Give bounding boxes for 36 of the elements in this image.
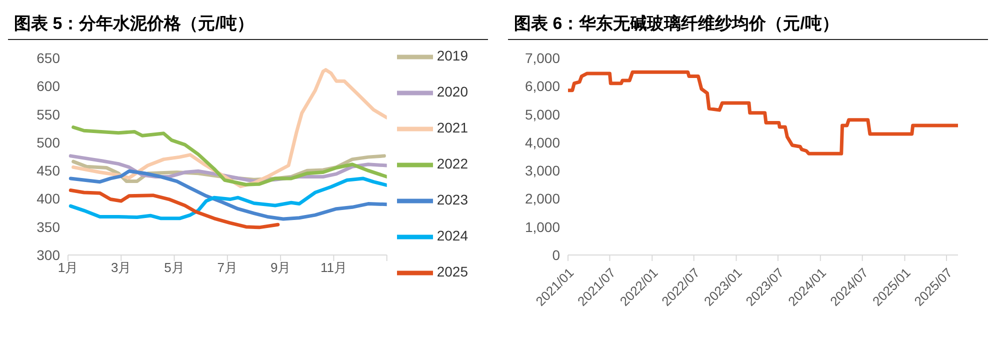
legend-label: 2022 [436,156,468,172]
y-tick-label: 550 [36,106,60,122]
y-tick-label: 450 [36,162,60,179]
line-series [72,125,387,186]
chart-title: 图表 6：华东无碱玻璃纤维纱均价（元/吨） [508,8,988,40]
y-tick-label: 1,000 [524,218,560,235]
legend-label: 2019 [436,48,468,64]
legend-label: 2021 [436,120,468,136]
y-tick-label: 6,000 [524,78,560,94]
legend-label: 2023 [436,192,468,208]
line-series [68,176,387,220]
legend-label: 2024 [436,228,468,244]
y-tick-label: 600 [36,78,60,94]
legend-label: 2025 [436,264,468,280]
x-tick-label: 7月 [217,260,238,276]
chart-title: 图表 5：分年水泥价格（元/吨） [8,8,488,40]
y-tick-label: 300 [36,246,60,263]
y-tick-label: 350 [36,218,60,235]
y-tick-label: 4,000 [524,134,560,150]
x-tick-label: 1月 [58,260,78,276]
y-tick-label: 400 [36,190,60,207]
y-tick-label: 7,000 [524,50,560,66]
line-series [568,70,958,156]
legend-label: 2020 [436,84,468,100]
line-series [68,169,387,221]
x-tick-label: 11月 [320,260,347,276]
x-tick-label: 5月 [164,260,184,276]
y-tick-label: 3,000 [524,162,560,179]
line-series [68,188,280,230]
x-tick-label: 3月 [111,260,132,276]
y-tick-label: 650 [36,50,60,66]
y-tick-label: 2,000 [524,190,560,207]
x-tick-label: 9月 [270,260,291,276]
y-tick-label: 500 [36,134,60,150]
y-tick-label: 0 [552,246,560,263]
y-tick-label: 5,000 [524,106,560,122]
